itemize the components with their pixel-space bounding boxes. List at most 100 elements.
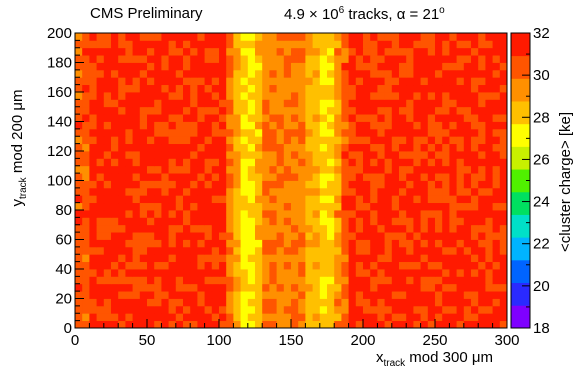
heatmap-cell [384, 261, 393, 270]
heatmap-cell [197, 151, 205, 159]
heatmap-cell [240, 77, 249, 86]
heatmap-cell [132, 283, 141, 292]
heatmap-cell [355, 224, 364, 233]
heatmap-cell [377, 224, 385, 233]
heatmap-cell [319, 187, 328, 196]
heatmap-cell [255, 128, 263, 137]
heatmap-cell [204, 217, 213, 226]
heatmap-cell [312, 254, 321, 263]
heatmap-cell [139, 313, 148, 322]
heatmap-cell [312, 202, 321, 211]
heatmap-cell [269, 224, 277, 233]
heatmap-cell [442, 151, 450, 159]
heatmap-cell [478, 202, 486, 211]
heatmap-cell [197, 106, 205, 115]
x-tick-label: 100 [206, 332, 231, 349]
heatmap-cell [291, 320, 299, 329]
heatmap-cell [219, 305, 227, 314]
heatmap-cell [82, 84, 90, 93]
heatmap-cell [118, 210, 126, 218]
heatmap-cell [298, 269, 306, 277]
heatmap-cell [391, 298, 400, 307]
heatmap-cell [262, 187, 270, 196]
heatmap-cell [219, 84, 227, 93]
heatmap-cell [283, 151, 292, 159]
heatmap-cell [190, 254, 198, 263]
heatmap-cell [111, 151, 119, 159]
heatmap-cell [262, 232, 270, 240]
heatmap-cell [219, 136, 227, 145]
heatmap-cell [111, 84, 119, 93]
heatmap-cell [255, 217, 263, 226]
heatmap-cell [125, 239, 133, 248]
heatmap-cell [125, 69, 133, 78]
heatmap-cell [168, 217, 177, 226]
heatmap-cell [305, 269, 313, 277]
heatmap-cell [147, 84, 155, 93]
heatmap-cell [471, 195, 479, 204]
heatmap-cell [370, 121, 378, 130]
heatmap-cell [391, 77, 400, 86]
heatmap-cell [348, 136, 357, 145]
heatmap-cell [233, 92, 241, 100]
heatmap-cell [233, 298, 241, 307]
heatmap-cell [161, 77, 169, 86]
heatmap-cell [139, 232, 148, 240]
heatmap-cell [463, 210, 472, 218]
heatmap-cell [125, 143, 133, 152]
heatmap-cell [341, 276, 349, 285]
heatmap-cell [291, 143, 299, 152]
heatmap-cell [197, 239, 205, 248]
heatmap-cell [319, 165, 328, 174]
heatmap-cell [312, 239, 321, 248]
heatmap-cell [478, 224, 486, 233]
heatmap-cell [478, 84, 486, 93]
heatmap-cell [89, 320, 97, 329]
heatmap-cell [139, 99, 148, 108]
heatmap-cell [226, 47, 234, 56]
heatmap-cell [219, 283, 227, 292]
heatmap-cell [327, 55, 335, 63]
heatmap-cell [406, 180, 414, 189]
heatmap-cell [147, 47, 155, 56]
heatmap-cell [312, 158, 321, 167]
heatmap-cell [190, 136, 198, 145]
heatmap-cell [492, 239, 501, 248]
heatmap-cell [139, 261, 148, 270]
heatmap-cell [276, 69, 285, 78]
heatmap-cell [456, 313, 465, 322]
heatmap-cell [427, 77, 436, 86]
heatmap-cell [355, 84, 364, 93]
heatmap-cell [154, 298, 162, 307]
heatmap-cell [355, 136, 364, 145]
heatmap-cell [139, 239, 148, 248]
heatmap-cell [96, 106, 105, 115]
heatmap-cell [334, 291, 342, 299]
heatmap-cell [255, 187, 263, 196]
heatmap-cell [219, 320, 227, 329]
heatmap-cell [75, 128, 83, 137]
heatmap-cell [269, 305, 277, 314]
heatmap-cell [75, 195, 83, 204]
heatmap-cell [399, 151, 407, 159]
heatmap-cell [82, 143, 90, 152]
heatmap-cell [96, 77, 105, 86]
heatmap-cell [240, 239, 249, 248]
heatmap-cell [435, 246, 443, 255]
colorbar-tick-label: 24 [533, 194, 550, 211]
heatmap-cell [427, 151, 436, 159]
heatmap-cell [384, 121, 393, 130]
heatmap-cell [435, 254, 443, 263]
heatmap-cell [291, 151, 299, 159]
heatmap-cell [219, 55, 227, 63]
heatmap-cell [355, 313, 364, 322]
heatmap-cell [334, 121, 342, 130]
heatmap-cell [118, 291, 126, 299]
heatmap-cell [168, 305, 177, 314]
x-tick-label: 250 [422, 332, 447, 349]
heatmap-cell [154, 33, 162, 41]
heatmap-cell [154, 224, 162, 233]
heatmap-cell [147, 195, 155, 204]
heatmap-cell [427, 210, 436, 218]
heatmap-cell [226, 195, 234, 204]
